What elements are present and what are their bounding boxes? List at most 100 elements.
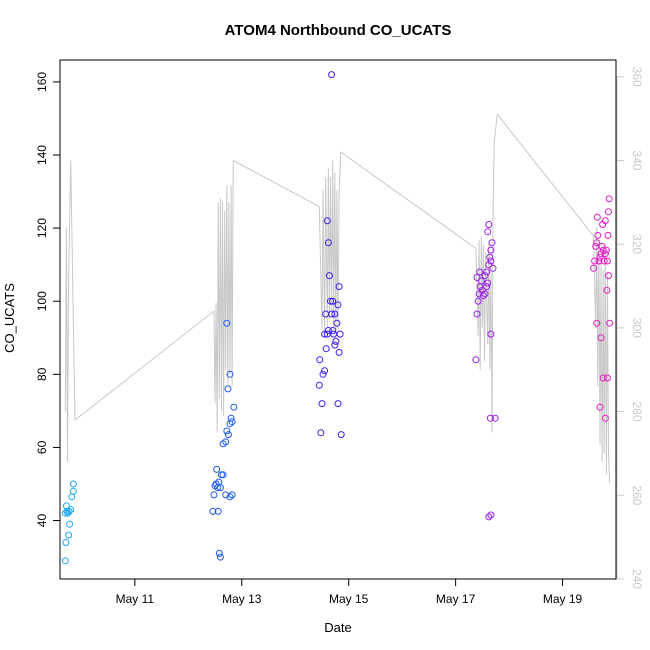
data-point (487, 257, 495, 265)
data-point (216, 484, 224, 492)
data-point (599, 246, 607, 254)
data-point (226, 493, 234, 501)
data-point (334, 400, 342, 408)
data-point (61, 509, 69, 517)
data-point (598, 242, 606, 250)
data-point (595, 257, 603, 265)
data-point (485, 221, 493, 228)
data-point (325, 272, 333, 280)
data-point (223, 319, 231, 327)
y-axis-right: 240 260 280 300 320 340 360 (616, 67, 644, 589)
data-point (331, 341, 339, 349)
y-tick-label: 80 (35, 367, 49, 381)
data-point (485, 513, 493, 521)
data-point (597, 334, 605, 342)
data-point (219, 471, 227, 479)
y2-tick-label: 340 (630, 150, 644, 170)
data-point (487, 330, 495, 338)
data-point (62, 539, 70, 546)
data-point (479, 292, 487, 300)
data-point (594, 231, 602, 239)
data-point (315, 381, 323, 389)
data-point (223, 427, 231, 435)
data-point (483, 268, 491, 276)
data-point (481, 272, 489, 280)
y2-tick-label: 240 (630, 569, 644, 589)
data-point (596, 253, 604, 261)
data-point (590, 264, 597, 272)
data-point (485, 261, 493, 269)
data-point (484, 228, 492, 236)
data-point (61, 557, 69, 565)
data-point (593, 239, 601, 247)
data-point (324, 327, 332, 334)
chart-title: ATOM4 Northbound CO_UCATS (225, 22, 452, 39)
x-tick-label: May 15 (329, 592, 369, 606)
data-point (473, 274, 481, 281)
data-point (596, 403, 604, 411)
data-point (333, 319, 341, 327)
data-point (228, 418, 236, 426)
data-point (224, 385, 232, 393)
y-tick-label: 60 (35, 440, 49, 454)
data-point (328, 71, 336, 79)
data-point (477, 277, 485, 285)
x-tick-label: May 11 (116, 592, 155, 606)
data-point (65, 531, 73, 539)
data-point (487, 511, 495, 519)
data-point (69, 487, 77, 495)
data-point (318, 400, 326, 408)
y-axis-left: 40 60 80 100 120 140 160 (35, 72, 61, 527)
data-point (597, 250, 605, 258)
data-point (323, 217, 331, 225)
data-point (69, 480, 77, 488)
data-point (213, 465, 221, 473)
data-point (222, 438, 230, 446)
y2-tick-label: 360 (630, 67, 644, 87)
data-point (335, 348, 343, 356)
data-point (606, 319, 614, 327)
data-point (486, 414, 494, 422)
data-point (472, 356, 480, 364)
x-tick-label: May 19 (543, 592, 583, 606)
data-point (602, 246, 610, 254)
data-point (316, 356, 324, 364)
data-point (331, 310, 339, 318)
data-point (484, 279, 492, 287)
data-point (230, 403, 238, 411)
data-point (214, 507, 222, 515)
data-point (603, 374, 611, 382)
data-point (593, 319, 601, 327)
data-point (474, 297, 482, 305)
data-point (605, 208, 612, 216)
right-axis-line-layer (64, 113, 611, 483)
x-axis: May 11 May 13 May 15 May 17 May 19 (116, 578, 583, 606)
data-point (481, 290, 489, 298)
x-tick-label: May 17 (436, 592, 476, 606)
data-point (317, 429, 325, 437)
y-axis-label: CO_UCATS (2, 283, 17, 353)
data-point (591, 257, 599, 265)
data-point (332, 337, 340, 345)
data-point (324, 239, 332, 247)
data-point (210, 491, 218, 499)
data-point (483, 283, 491, 291)
data-point (227, 414, 235, 422)
x-axis-label: Date (324, 620, 351, 635)
data-point (215, 549, 223, 557)
data-point (489, 264, 497, 272)
data-point (335, 283, 343, 291)
data-point (65, 507, 73, 515)
y-tick-label: 140 (35, 145, 49, 165)
data-point (593, 213, 601, 221)
data-point (487, 246, 495, 254)
data-point (603, 286, 611, 294)
data-point (486, 253, 494, 261)
data-point (321, 367, 329, 375)
data-point (327, 297, 334, 305)
data-point (601, 217, 609, 225)
data-point (226, 370, 234, 378)
data-point (603, 257, 611, 265)
data-point (336, 330, 344, 338)
data-point (328, 310, 336, 318)
